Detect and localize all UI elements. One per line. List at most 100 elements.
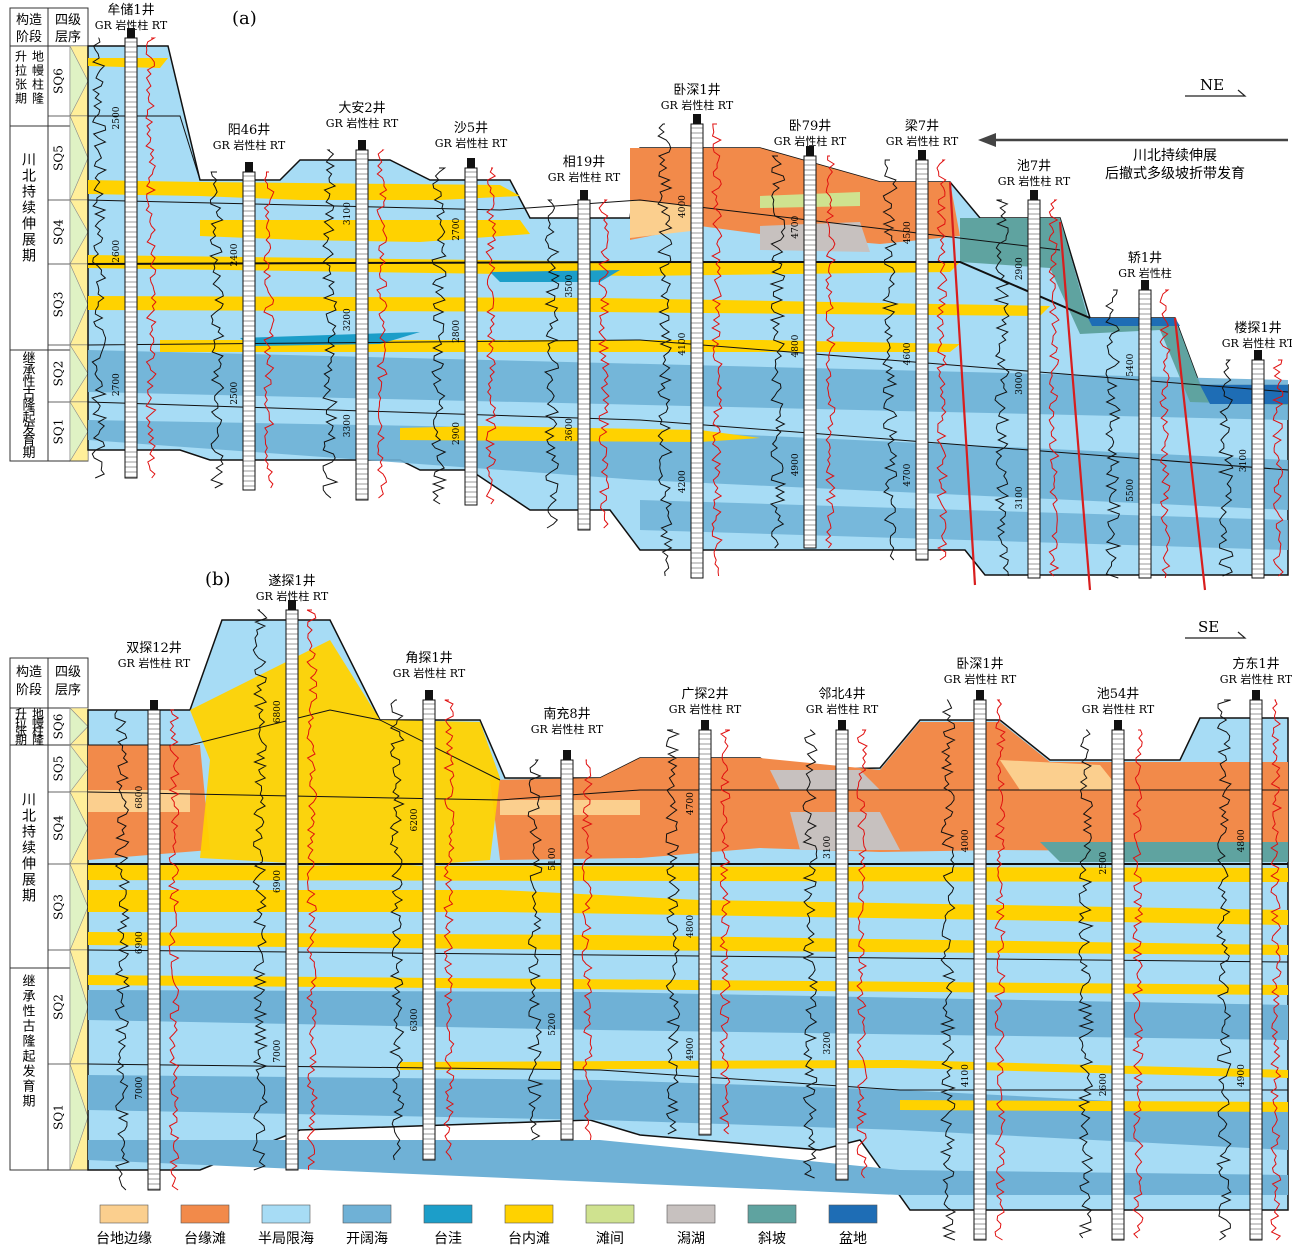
gr-log-curve [114,709,131,1191]
depth-label: 4900 [791,453,801,476]
well-log-header: GR 岩性柱 RT [256,589,329,603]
panel-b-label: (b) [205,569,231,590]
facies-shoal-a4 [88,255,960,276]
sequence-label-sq2-triangle [69,949,89,1065]
well-name: 卧深1井 [673,83,720,98]
gr-log-curve [91,37,108,479]
rt-log-curve [1159,289,1171,579]
gr-log-curve [209,171,225,489]
legend-label: 斜坡 [758,1231,786,1247]
facies-depression-a1 [490,270,620,282]
gr-log-curve [769,155,787,549]
well-head [425,690,433,700]
legend-swatch [666,1204,716,1224]
gr-log-curve [543,199,560,529]
well-name: 轿1井 [1128,251,1162,266]
facies-open-sea-a3 [640,500,1288,550]
gr-log-curve [881,159,899,561]
strat-header-b1: 构造 [16,665,42,680]
gr-log-curve [1216,699,1232,1241]
well-log-header: GR 岩性柱 RT [118,656,191,670]
panel-b: (b) SE 构造 阶段 四级 层序 升拉张期地幔柱隆川北持续伸展期继承性古隆起… [9,569,1292,1241]
depth-label: 6900 [273,870,283,893]
well-name: 阳46井 [228,123,271,138]
rt-log-curve [1272,359,1284,577]
annotation-line-2: 后撤式多级坡折带发育 [1105,165,1245,182]
sequence-label-sq1: SQ1 [52,1104,66,1130]
well-head [806,146,814,156]
depth-label: 3200 [823,1031,833,1054]
legend-item: 台地边缘 [96,1204,152,1247]
depth-label: 2400 [230,243,240,266]
legend-item: 斜坡 [747,1204,797,1247]
gr-log-curve [657,123,673,577]
legend-swatch [99,1204,149,1224]
annotation-arrow-head [978,133,996,147]
well-head [976,690,984,700]
legend-label: 台内滩 [508,1231,550,1247]
sequence-label-sq4-triangle [69,198,89,266]
depth-label: 3600 [565,418,575,441]
facies-shoal-b5 [88,975,1288,995]
well-log-header: GR 岩性柱 RT [326,116,399,130]
panel-a-label: (a) [232,8,257,29]
annotation-line-1: 川北持续伸展 [1133,147,1217,164]
legend-swatch [423,1204,473,1224]
depth-label: 6900 [135,931,145,954]
well-head [918,150,926,160]
lithology-column [835,729,849,1181]
depth-label: 3200 [343,308,353,331]
legend-label: 盆地 [839,1231,867,1247]
depth-label: 4000 [678,195,688,218]
facies-shoal-b7 [900,1100,1288,1112]
well-log-header: GR 岩性柱 RT [95,18,168,32]
rt-log-curve [719,729,731,1135]
boundary-sq3-b [87,949,1289,963]
well-log-header: GR 岩性柱 [1118,266,1172,280]
legend-swatch [261,1204,311,1224]
depth-label: 4900 [1237,1064,1247,1087]
facies-lagoon-b1 [770,770,880,790]
direction-arrow-line-b [1185,631,1247,639]
sequence-label-sq4: SQ4 [52,815,66,841]
fault-line-a3 [1173,317,1207,591]
legend-swatch [342,1204,392,1224]
stage-label-2: 继承性古隆起发育期 [22,975,35,1110]
legend-item: 盆地 [828,1204,878,1247]
lithology-column [147,709,161,1191]
facies-open-sea-b3 [88,1140,1288,1195]
well-name: 楼探1井 [1234,321,1281,336]
well-head [1030,190,1038,200]
well-head [288,600,296,610]
gr-log-curve [527,759,544,1141]
depth-label: 4800 [686,915,696,938]
sequence-label-sq5: SQ5 [52,756,66,782]
rt-log-curve [936,159,948,561]
rt-log-curve [167,709,180,1191]
well-log-header: GR 岩性柱 RT [669,702,742,716]
stage-label-0: 升拉张期 [15,50,27,106]
legend-item: 台内滩 [504,1204,554,1247]
legend-item: 台缘滩 [180,1204,230,1247]
well-name: 遂探1井 [268,574,315,589]
legend-label: 半局限海 [258,1231,314,1247]
well-name: 广探2井 [681,687,728,702]
legend-item: 潟湖 [666,1204,716,1247]
facies-slope-a [960,218,1288,405]
sequence-label-sq5: SQ5 [52,145,66,171]
direction-label-b: SE [1198,618,1219,636]
depth-label: 2500 [112,106,122,129]
rt-log-curve [376,149,388,499]
strat-header-b2: 阶段 [16,683,42,698]
